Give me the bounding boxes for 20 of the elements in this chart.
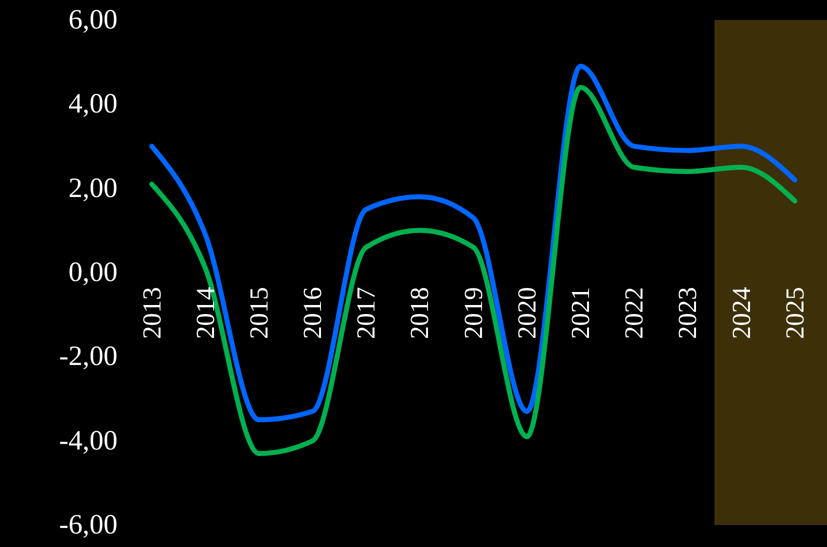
x-tick-label: 2022	[620, 287, 649, 339]
y-tick-label: -6,00	[59, 510, 118, 540]
x-tick-label: 2016	[298, 287, 328, 339]
y-tick-label: 6,00	[68, 4, 118, 36]
x-tick-label: 2019	[458, 287, 488, 339]
y-tick-label: 4,00	[68, 88, 118, 120]
x-tick-label: 2024	[726, 287, 756, 339]
y-tick-label: -4,00	[59, 425, 118, 456]
y-tick-label: 2,00	[68, 172, 118, 204]
y-tick-label: 0,00	[68, 257, 118, 288]
x-tick-label: 2025	[780, 287, 810, 339]
x-tick-label: 2013	[137, 287, 166, 339]
x-tick-label: 2021	[566, 287, 595, 339]
x-tick-label: 2017	[352, 287, 381, 339]
x-tick-label: 2014	[190, 287, 220, 339]
x-tick-label: 2020	[512, 287, 542, 339]
x-tick-label: 2015	[244, 287, 274, 339]
y-tick-label: -2,00	[59, 341, 118, 372]
x-tick-label: 2018	[405, 287, 434, 339]
x-tick-label: 2023	[673, 287, 702, 339]
